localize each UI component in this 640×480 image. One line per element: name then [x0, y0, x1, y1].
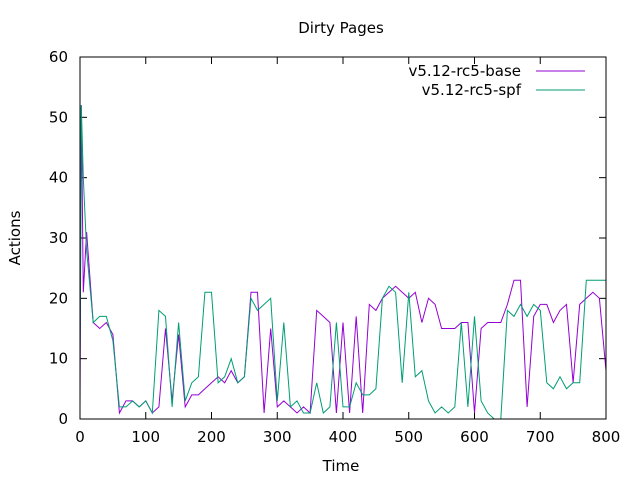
- x-tick-label: 400: [329, 428, 358, 446]
- x-axis-label: Time: [322, 457, 360, 475]
- y-tick-label: 10: [49, 350, 68, 368]
- legend-label-1: v5.12-rc5-base: [409, 62, 522, 80]
- x-tick-label: 800: [592, 428, 621, 446]
- y-tick-label: 20: [49, 289, 68, 307]
- legend-label-2: v5.12-rc5-spf: [422, 81, 522, 99]
- x-tick-label: 200: [197, 428, 226, 446]
- y-tick-label: 0: [58, 410, 68, 428]
- series-line-2: [79, 105, 606, 420]
- y-tick-label: 60: [49, 48, 68, 66]
- x-tick-label: 600: [460, 428, 489, 446]
- y-axis-label: Actions: [6, 210, 24, 265]
- y-tick-label: 40: [49, 169, 68, 187]
- x-tick-label: 300: [263, 428, 292, 446]
- plot-frame: [79, 56, 607, 420]
- series-line-1: [79, 105, 607, 415]
- x-tick-label: 500: [394, 428, 423, 446]
- y-tick-label: 50: [49, 108, 68, 126]
- x-tick-label: 100: [131, 428, 160, 446]
- chart-title: Dirty Pages: [298, 19, 384, 37]
- x-tick-label: 700: [526, 428, 555, 446]
- y-tick-label: 30: [49, 229, 68, 247]
- series-lines: [79, 105, 607, 420]
- x-tick-label: 0: [75, 428, 85, 446]
